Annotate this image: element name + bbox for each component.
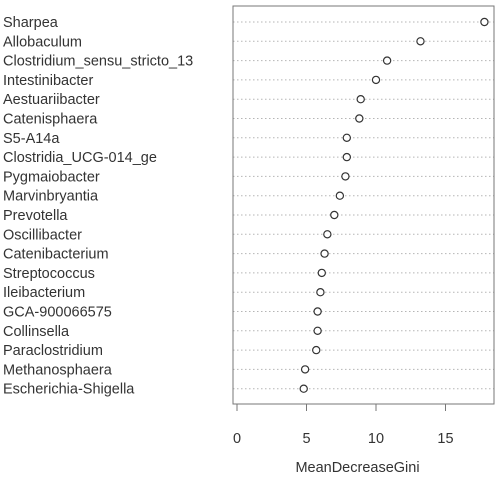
category-label: Clostridium_sensu_stricto_13 — [3, 54, 193, 70]
data-point — [312, 345, 321, 355]
category-label: Sharpea — [3, 15, 59, 31]
data-point — [317, 268, 326, 278]
category-label: Oscillibacter — [3, 227, 82, 243]
data-point — [342, 152, 352, 162]
category-label: Ileibacterium — [3, 285, 85, 301]
x-tick-label: 0 — [233, 431, 241, 447]
data-point — [371, 75, 381, 85]
data-point — [335, 191, 345, 200]
category-label: Pygmaiobacter — [3, 169, 100, 185]
data-point — [480, 17, 489, 27]
category-label: Marvinbryantia — [3, 189, 99, 205]
x-axis-title: MeanDecreaseGini — [295, 460, 419, 476]
x-tick-label: 10 — [368, 431, 384, 447]
data-point — [313, 307, 322, 316]
category-label: Aestuariibacter — [3, 92, 100, 108]
data-point — [356, 94, 365, 104]
category-label: Escherichia-Shigella — [3, 382, 135, 398]
category-label: Prevotella — [3, 208, 68, 224]
x-tick-label: 15 — [437, 431, 453, 447]
data-point — [313, 326, 322, 335]
data-point — [342, 133, 352, 142]
data-point — [416, 37, 425, 46]
x-axis: 0 5 10 15 — [233, 404, 454, 447]
data-point — [320, 249, 329, 258]
category-label: Streptococcus — [3, 266, 95, 282]
category-label: Paraclostridium — [3, 343, 103, 359]
data-point — [355, 114, 364, 123]
category-label: Catenisphaera — [3, 112, 98, 128]
category-label: Catenibacterium — [3, 247, 109, 263]
category-labels: Sharpea Allobaculum Clostridium_sensu_stri… — [3, 15, 193, 398]
category-label: S5-A14a — [3, 131, 60, 147]
category-label: Intestinibacter — [3, 73, 93, 89]
plot-frame — [232, 5, 495, 405]
data-point — [299, 384, 308, 393]
category-label: Methanosphaera — [3, 362, 113, 378]
data-point — [382, 56, 392, 65]
data-point — [341, 172, 350, 181]
data-point — [330, 210, 339, 220]
data-point — [316, 288, 325, 297]
data-point — [323, 230, 332, 239]
x-tick-label: 5 — [302, 431, 310, 447]
data-point — [300, 365, 310, 374]
category-label: Collinsella — [3, 324, 70, 340]
category-label: Allobaculum — [3, 34, 82, 50]
data-points — [299, 17, 489, 393]
category-label: GCA-900066575 — [3, 305, 112, 321]
guide-lines — [233, 21, 494, 390]
category-label: Clostridia_UCG-014_ge — [3, 150, 157, 166]
